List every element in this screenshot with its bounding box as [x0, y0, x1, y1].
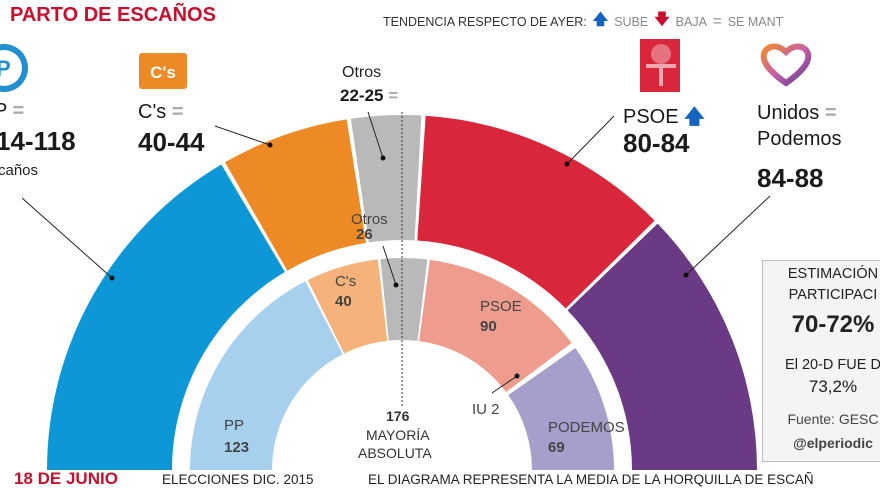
psoe-name: PSOE — [623, 106, 679, 128]
footer-date: 18 DE JUNIO — [14, 469, 118, 488]
inner-podemos-value: 69 — [548, 439, 565, 456]
outer-slice-unidos-podemos — [567, 223, 757, 470]
cs-label: C's = — [138, 101, 184, 124]
majority-number: 176 — [386, 408, 410, 424]
turnout-line-2: PARTICIPACI — [788, 287, 878, 303]
inner-pp-label: PP — [224, 417, 245, 434]
inner-psoe-label: PSOE — [480, 298, 522, 315]
page-title: PARTO DE ESCAÑOS — [10, 4, 216, 26]
svg-text:P: P — [0, 56, 11, 81]
leader-unidos-podemos-dot — [683, 272, 689, 278]
psoe-range: 80-84 — [623, 128, 690, 158]
cs-range: 40-44 — [138, 127, 205, 157]
equals-icon: = — [12, 100, 25, 122]
inner-cs-value: 40 — [335, 293, 352, 310]
pp-name: P — [0, 100, 7, 122]
legend-title: TENDENCIA RESPECTO DE AYER: — [383, 14, 587, 29]
legend-down-label: BAJA — [675, 14, 707, 29]
equals-icon: = — [824, 102, 837, 124]
majority-label-2: ABSOLUTA — [358, 445, 432, 461]
leader-pp-dot — [109, 275, 115, 281]
equals-icon: = — [171, 101, 184, 123]
leader-psoe-dot — [564, 161, 570, 167]
cs-name: C's — [138, 101, 167, 123]
equals-icon: = — [712, 13, 722, 30]
unidos-podemos-range: 84-88 — [757, 163, 824, 193]
psoe-label: PSOE 🡅 — [623, 102, 705, 136]
outer-ring-2016 — [47, 115, 757, 471]
inner-slice-otros — [380, 257, 428, 341]
arrow-down-icon: 🡇 — [654, 11, 670, 28]
leader-inner-otros-dot — [393, 282, 399, 288]
leader-cs — [214, 125, 271, 146]
inner-psoe-value: 90 — [480, 318, 497, 335]
outer-slice-pp — [47, 164, 285, 471]
unidos-podemos-name-2: Podemos — [757, 128, 842, 150]
legend-up-label: SUBE — [614, 14, 649, 29]
inner-slice-podemos — [508, 347, 614, 470]
turnout-handle: @elperiodic — [793, 435, 873, 451]
equals-icon: = — [388, 86, 399, 105]
legend-same-label: SE MANT — [727, 14, 784, 29]
cs-logo: C's — [139, 53, 187, 89]
leader-unidos-podemos — [685, 195, 771, 276]
outer-slice-psoe — [417, 115, 655, 309]
turnout-line-4: 73,2% — [808, 377, 858, 396]
trend-legend: TENDENCIA RESPECTO DE AYER: 🡅 SUBE 🡇 BAJ… — [383, 9, 783, 34]
pp-range: 14-118 — [0, 126, 76, 156]
footer-right: EL DIAGRAMA REPRESENTA LA MEDIA DE LA HO… — [368, 472, 814, 487]
turnout-line-3: El 20-D FUE D — [785, 357, 880, 373]
otros-label: 22-25 = — [340, 86, 398, 106]
inner-slice-iu — [506, 344, 574, 394]
inner-iu-label: IU 2 — [472, 401, 500, 418]
leader-lines — [21, 111, 771, 394]
pp-logo: P — [0, 44, 28, 92]
leader-pp — [21, 197, 113, 279]
svg-text:C's: C's — [150, 63, 176, 82]
inner-otros-value: 26 — [356, 226, 373, 243]
leader-cs-dot — [267, 142, 273, 148]
leader-otros — [367, 111, 384, 159]
majority-label-1: MAYORÍA — [366, 427, 430, 443]
inner-cs-label: C's — [335, 273, 357, 290]
turnout-value: 70-72% — [791, 311, 875, 338]
inner-podemos-label: PODEMOS — [548, 419, 625, 436]
inner-otros-label: Otros — [351, 211, 388, 228]
otros-range: 22-25 — [340, 86, 384, 105]
arrow-up-icon: 🡅 — [592, 11, 609, 28]
outer-slice-otros — [350, 115, 422, 243]
arrow-up-icon: 🡅 — [684, 106, 705, 128]
unidos-podemos-label: Unidos = — [757, 102, 837, 125]
leader-psoe — [566, 115, 615, 165]
inner-pp-value: 123 — [224, 439, 250, 456]
inner-ring-2015 — [190, 257, 614, 470]
psoe-logo — [640, 39, 680, 92]
turnout-box: ESTIMACIÓN PARTICIPACI 70-72% El 20-D FU… — [762, 260, 880, 462]
inner-slice-pp — [190, 281, 343, 470]
leader-inner-iu-dot — [514, 373, 520, 379]
outer-slice-cs — [224, 119, 367, 271]
pp-seats-caption: caños — [0, 162, 39, 179]
leader-otros-dot — [380, 155, 386, 161]
footer-left: ELECCIONES DIC. 2015 — [162, 472, 314, 487]
pp-label: P = — [0, 100, 24, 123]
otros-name: Otros — [342, 64, 382, 81]
leader-inner-otros — [382, 245, 397, 286]
unidos-podemos-name-1: Unidos — [757, 102, 820, 124]
turnout-source: Fuente: GESC — [787, 411, 879, 427]
inner-slice-cs — [307, 259, 388, 354]
turnout-line-1: ESTIMACIÓN — [787, 266, 879, 282]
inner-slice-psoe — [419, 259, 572, 393]
leader-inner-iu — [491, 375, 518, 394]
unidos-podemos-heart-icon — [760, 43, 812, 87]
